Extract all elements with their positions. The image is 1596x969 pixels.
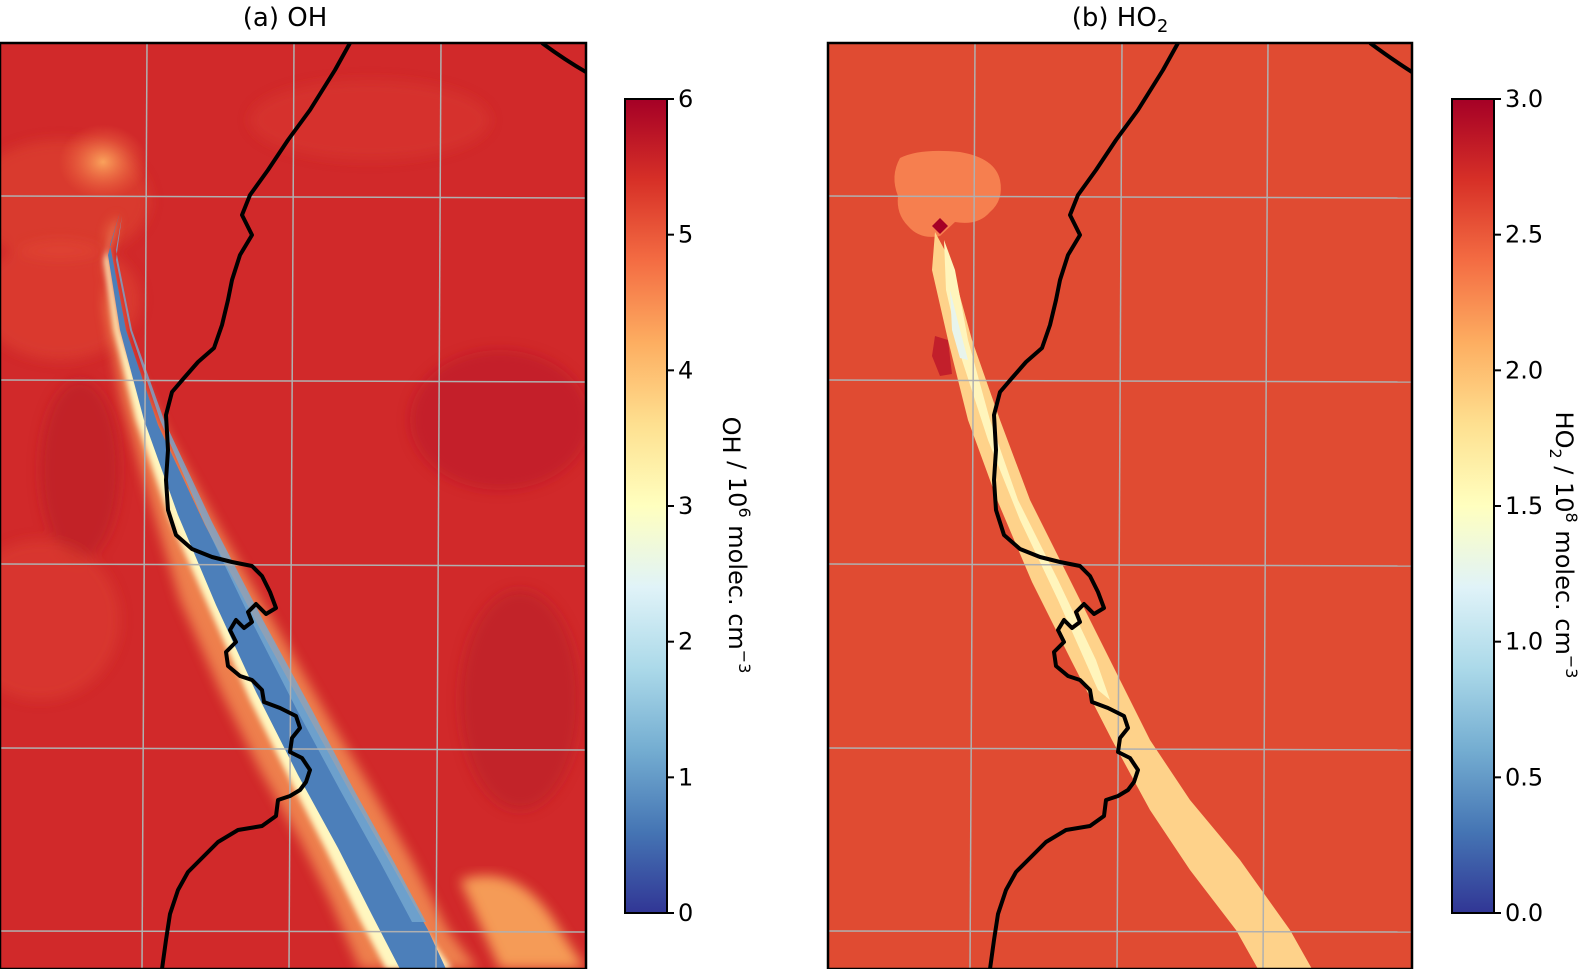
gridlines [0,43,586,969]
colorbar-tick-label: 5 [678,221,693,249]
colorbar-label: OH / 106 molec. cm−3 [717,417,754,674]
colorbar: 0 1 2 3 4 5 6 OH / 106 molec. cm−3 [624,85,754,927]
colorbar-tick-label: 2.5 [1505,221,1543,249]
colorbar-tick-label: 0.5 [1505,763,1543,791]
colorbar-ticks: 0 1 2 3 4 5 6 [667,85,693,927]
colorbar-tick-label: 2.0 [1505,356,1543,384]
coastline [160,43,586,969]
colorbar-tick-label: 0.0 [1505,899,1543,927]
panel-title: (b) HO2 [1072,3,1169,37]
map-frame [826,41,1414,969]
colorbar-tick-label: 4 [678,356,693,384]
panel-title: (a) OH [243,3,328,33]
colorbar-tick-label: 6 [678,85,693,113]
source-marker [932,218,948,234]
colorbar-ticks: 0.0 0.5 1.0 1.5 2.0 2.5 3.0 [1494,85,1543,927]
coastline [988,43,1412,969]
hotspot-patch [932,336,952,376]
colorbar-tick-label: 1.0 [1505,628,1543,656]
map-area [0,43,586,969]
colorbar-gradient [624,98,668,914]
map-area [828,43,1412,969]
panel-oh: (a) OH [0,3,754,969]
panel-ho2: (b) HO2 [826,3,1581,969]
plume [932,232,1312,969]
colorbar-tick-label: 1.5 [1505,492,1543,520]
colorbar-tick-label: 2 [678,628,693,656]
colorbar-tick-label: 0 [678,899,693,927]
colorbar-label: HO2 / 108 molec. cm−3 [1546,412,1581,679]
colorbar-gradient [1451,98,1495,914]
colorbar-tick-label: 3.0 [1505,85,1543,113]
colorbar: 0.0 0.5 1.0 1.5 2.0 2.5 3.0 HO2 / 108 molec. c… [1451,85,1581,927]
colorbar-tick-label: 3 [678,492,693,520]
colorbar-tick-label: 1 [678,763,693,791]
plume [104,212,586,969]
source-glow [58,124,148,200]
map-frame [0,41,588,969]
